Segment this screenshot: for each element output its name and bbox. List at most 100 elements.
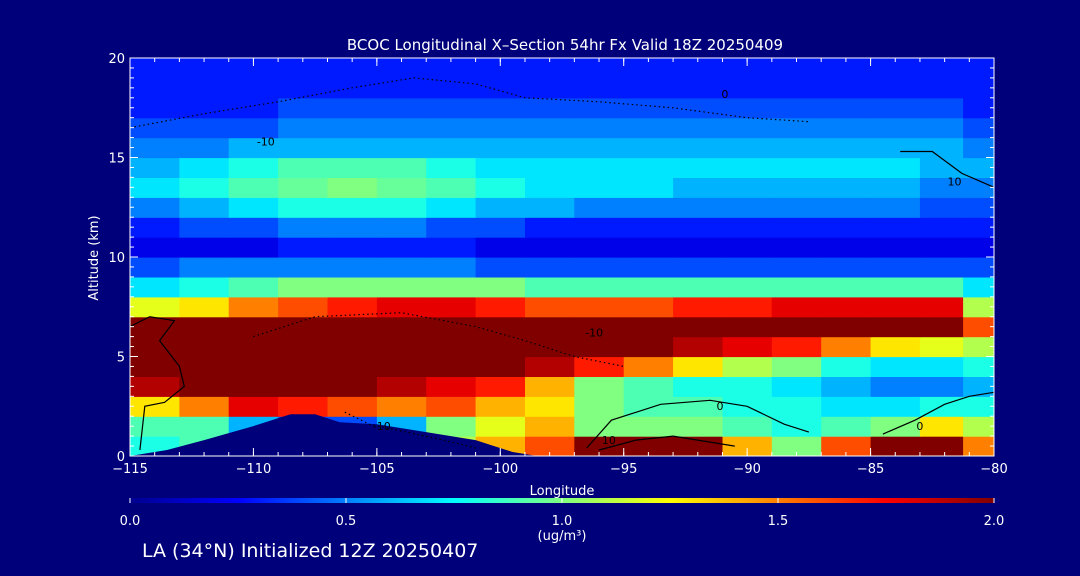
heatmap-cell <box>821 58 872 79</box>
heatmap-cell <box>870 356 921 377</box>
heatmap-cell <box>574 316 625 338</box>
heatmap-cell <box>919 436 964 456</box>
heatmap-cell <box>821 117 872 139</box>
heatmap-cell <box>278 217 329 238</box>
heatmap-cell <box>426 177 477 198</box>
heatmap-cell <box>130 177 180 198</box>
heatmap-cell <box>623 217 674 238</box>
contour-line <box>130 316 185 451</box>
heatmap-cell <box>963 436 994 456</box>
heatmap-cell <box>475 296 526 318</box>
heatmap-cell <box>327 157 378 178</box>
heatmap-cell <box>376 257 427 278</box>
heatmap-cell <box>525 137 575 159</box>
heatmap-cell <box>919 316 964 338</box>
contour-label: 0 <box>721 88 728 101</box>
heatmap-cell <box>821 376 872 397</box>
heatmap-cell <box>919 77 964 99</box>
heatmap-cell <box>870 197 921 218</box>
heatmap-cell <box>475 77 526 99</box>
heatmap-cell <box>574 117 625 139</box>
heatmap-cell <box>821 77 872 99</box>
heatmap-cell <box>623 316 674 338</box>
heatmap-cell <box>722 97 773 119</box>
heatmap-cell <box>771 157 822 178</box>
heatmap-cell <box>722 177 773 198</box>
heatmap-cell <box>475 416 526 437</box>
heatmap-cell <box>376 58 427 79</box>
heatmap-cell <box>475 177 526 198</box>
heatmap-cell <box>376 296 427 318</box>
heatmap-cell <box>963 356 994 377</box>
heatmap-cell <box>525 97 575 119</box>
heatmap-cell <box>919 276 964 298</box>
heatmap-cell <box>376 217 427 238</box>
heatmap-cell <box>963 257 994 278</box>
heatmap-cell <box>327 177 378 198</box>
heatmap-cell <box>475 316 526 338</box>
heatmap-cell <box>475 217 526 238</box>
heatmap-cell <box>623 58 674 79</box>
heatmap-cell <box>228 336 279 358</box>
heatmap-cell <box>919 137 964 159</box>
heatmap-cell <box>130 77 180 99</box>
heatmap-cell <box>426 117 477 139</box>
heatmap-cell <box>870 296 921 318</box>
heatmap-cell <box>130 217 180 238</box>
heatmap-cell <box>278 336 329 358</box>
heatmap-cell <box>574 276 625 298</box>
heatmap-cell <box>525 237 575 258</box>
heatmap-cell <box>130 396 180 417</box>
heatmap-cell <box>963 316 994 338</box>
heatmap-cell <box>673 396 724 417</box>
heatmap-cell <box>179 316 230 338</box>
heatmap-cell <box>228 356 279 377</box>
heatmap-cell <box>574 137 625 159</box>
heatmap-cell <box>574 217 625 238</box>
terrain-shape <box>130 414 994 456</box>
heatmap-cell <box>228 257 279 278</box>
init-label: LA (34°N) Initialized 12Z 20250407 <box>142 540 479 562</box>
heatmap-cell <box>673 197 724 218</box>
heatmap-cell <box>426 416 477 437</box>
contour-label: -10 <box>373 420 391 433</box>
heatmap-cell <box>821 97 872 119</box>
heatmap-cell <box>179 396 230 417</box>
contour-line <box>344 411 476 449</box>
heatmap-cell <box>475 276 526 298</box>
heatmap-cell <box>426 77 477 99</box>
heatmap-cell <box>130 197 180 218</box>
heatmap-cell <box>574 436 625 456</box>
heatmap-cell <box>722 197 773 218</box>
heatmap-cell <box>426 296 477 318</box>
heatmap-cell <box>771 117 822 139</box>
heatmap-cell <box>771 376 822 397</box>
colorbar-label: (ug/m³) <box>538 529 587 544</box>
heatmap-cell <box>426 336 477 358</box>
colorbar-tick-label: 0.0 <box>120 514 141 529</box>
heatmap-cell <box>130 356 180 377</box>
heatmap-cell <box>673 137 724 159</box>
heatmap-cell <box>919 97 964 119</box>
x-tick-label: −115 <box>112 462 148 477</box>
heatmap-cell <box>771 77 822 99</box>
heatmap-cell <box>426 237 477 258</box>
heatmap-cell <box>821 436 872 456</box>
heatmap-cell <box>179 157 230 178</box>
heatmap-cell <box>673 436 724 456</box>
heatmap-cell <box>228 97 279 119</box>
heatmap-cell <box>623 177 674 198</box>
x-tick-label: −95 <box>610 462 637 477</box>
heatmap-cell <box>179 197 230 218</box>
colorbar-tick-label: 0.5 <box>336 514 357 529</box>
heatmap-cell <box>179 177 230 198</box>
heatmap-cell <box>278 376 329 397</box>
heatmap-cell <box>179 356 230 377</box>
heatmap-cell <box>821 316 872 338</box>
heatmap-cell <box>963 376 994 397</box>
heatmap-cell <box>963 237 994 258</box>
heatmap-cell <box>963 217 994 238</box>
heatmap-cell <box>870 336 921 358</box>
heatmap-cell <box>228 197 279 218</box>
